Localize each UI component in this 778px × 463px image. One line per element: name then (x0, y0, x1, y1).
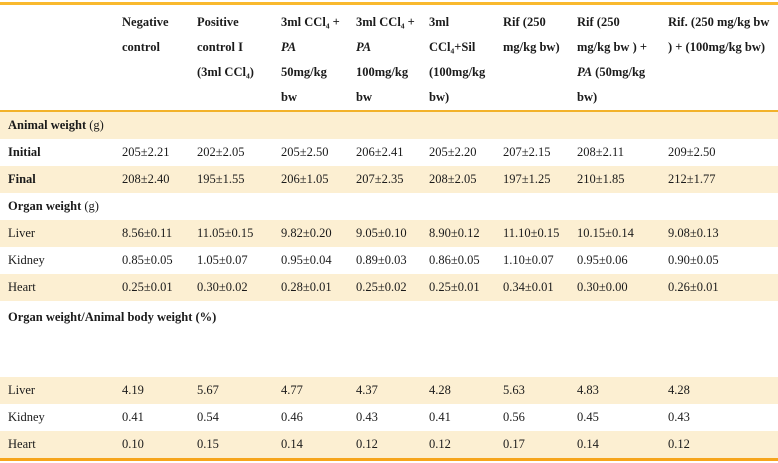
data-cell: 205±2.50 (281, 145, 329, 159)
data-cell: 0.12 (356, 437, 378, 451)
data-cell: 0.30±0.02 (197, 280, 248, 294)
row-label: Heart (8, 280, 36, 294)
column-header-rif: Rif (250 mg/kg bw) (495, 3, 569, 112)
data-cell: 4.83 (577, 383, 599, 397)
table-row-final: Final 208±2.40 195±1.55 206±1.05 207±2.3… (0, 166, 778, 193)
data-cell: 0.17 (503, 437, 525, 451)
data-cell: 0.43 (356, 410, 378, 424)
data-cell: 9.05±0.10 (356, 226, 407, 240)
table-header-row: Negative control Positive control I (3ml… (0, 3, 778, 112)
data-cell: 0.25±0.01 (429, 280, 480, 294)
data-cell: 0.56 (503, 410, 525, 424)
data-cell: 0.30±0.00 (577, 280, 628, 294)
data-cell: 207±2.15 (503, 145, 551, 159)
data-cell: 207±2.35 (356, 172, 404, 186)
data-cell: 205±2.20 (429, 145, 477, 159)
data-cell: 0.14 (577, 437, 599, 451)
data-cell: 0.95±0.04 (281, 253, 332, 267)
data-cell: 5.67 (197, 383, 219, 397)
table-row-liver-pct: Liver 4.19 5.67 4.77 4.37 4.28 5.63 4.83… (0, 377, 778, 404)
column-header-rif-100: Rif. (250 mg/kg bw ) + (100mg/kg bw) (660, 3, 778, 112)
row-label: Heart (8, 437, 36, 451)
data-cell: 1.10±0.07 (503, 253, 554, 267)
table-row-initial: Initial 205±2.21 202±2.05 205±2.50 206±2… (0, 139, 778, 166)
data-cell: 0.26±0.01 (668, 280, 719, 294)
section-row-organ-weight: Organ weight (g) (0, 193, 778, 220)
row-label: Kidney (8, 410, 45, 424)
data-cell: 0.25±0.01 (122, 280, 173, 294)
row-label: Initial (8, 145, 41, 159)
data-cell: 208±2.11 (577, 145, 625, 159)
row-label: Final (8, 172, 36, 186)
row-label: Liver (8, 226, 36, 240)
table-row-kidney-g: Kidney 0.85±0.05 1.05±0.07 0.95±0.04 0.8… (0, 247, 778, 274)
row-label: Kidney (8, 253, 45, 267)
section-row-organ-body-ratio: Organ weight/Animal body weight (%) (0, 301, 778, 377)
data-cell: 0.41 (429, 410, 451, 424)
section-label: Organ weight/Animal body weight (%) (8, 310, 217, 324)
data-cell: 0.10 (122, 437, 144, 451)
data-cell: 5.63 (503, 383, 525, 397)
data-cell: 195±1.55 (197, 172, 245, 186)
data-cell: 0.34±0.01 (503, 280, 554, 294)
data-cell: 4.28 (668, 383, 690, 397)
data-cell: 209±2.50 (668, 145, 716, 159)
data-cell: 11.10±0.15 (503, 226, 560, 240)
data-cell: 0.46 (281, 410, 303, 424)
data-cell: 0.54 (197, 410, 219, 424)
data-cell: 0.25±0.02 (356, 280, 407, 294)
column-header-positive-control: Positive control I (3ml CCl₄) (189, 3, 273, 112)
table-row-heart-pct: Heart 0.10 0.15 0.14 0.12 0.12 0.17 0.14… (0, 431, 778, 460)
column-header-rif-pa50: Rif (250 mg/kg bw ) + PA (50mg/kg bw) (569, 3, 660, 112)
data-cell: 1.05±0.07 (197, 253, 248, 267)
data-cell: 0.85±0.05 (122, 253, 173, 267)
section-row-animal-weight: Animal weight (g) (0, 111, 778, 139)
data-cell: 210±1.85 (577, 172, 625, 186)
column-header-empty (0, 3, 114, 112)
data-cell: 11.05±0.15 (197, 226, 254, 240)
section-label: Animal weight (g) (8, 118, 104, 132)
data-cell: 0.15 (197, 437, 219, 451)
data-cell: 0.95±0.06 (577, 253, 628, 267)
data-cell: 0.86±0.05 (429, 253, 480, 267)
table-row-liver-g: Liver 8.56±0.11 11.05±0.15 9.82±0.20 9.0… (0, 220, 778, 247)
column-header-negative-control: Negative control (114, 3, 189, 112)
data-cell: 0.90±0.05 (668, 253, 719, 267)
data-cell: 208±2.05 (429, 172, 477, 186)
data-cell: 197±1.25 (503, 172, 551, 186)
data-cell: 4.37 (356, 383, 378, 397)
data-cell: 206±2.41 (356, 145, 404, 159)
column-header-ccl4-pa100: 3ml CCl₄ + PA 100mg/kg bw (348, 3, 421, 112)
data-cell: 0.41 (122, 410, 144, 424)
column-header-ccl4-pa50: 3ml CCl₄ + PA 50mg/kg bw (273, 3, 348, 112)
data-cell: 202±2.05 (197, 145, 245, 159)
data-cell: 0.14 (281, 437, 303, 451)
data-cell: 208±2.40 (122, 172, 170, 186)
data-cell: 9.08±0.13 (668, 226, 719, 240)
data-cell: 9.82±0.20 (281, 226, 332, 240)
data-cell: 0.45 (577, 410, 599, 424)
table-row-heart-g: Heart 0.25±0.01 0.30±0.02 0.28±0.01 0.25… (0, 274, 778, 301)
row-label: Liver (8, 383, 36, 397)
column-header-ccl4-sil: 3ml CCl₄+Sil (100mg/kg bw) (421, 3, 495, 112)
data-cell: 0.12 (429, 437, 451, 451)
data-cell: 0.12 (668, 437, 690, 451)
data-cell: 212±1.77 (668, 172, 716, 186)
data-cell: 8.56±0.11 (122, 226, 173, 240)
section-label: Organ weight (g) (8, 199, 99, 213)
data-cell: 0.43 (668, 410, 690, 424)
data-cell: 8.90±0.12 (429, 226, 480, 240)
data-cell: 4.77 (281, 383, 303, 397)
data-cell: 4.28 (429, 383, 451, 397)
table-row-kidney-pct: Kidney 0.41 0.54 0.46 0.43 0.41 0.56 0.4… (0, 404, 778, 431)
data-cell: 10.15±0.14 (577, 226, 634, 240)
data-cell: 4.19 (122, 383, 144, 397)
data-cell: 206±1.05 (281, 172, 329, 186)
data-cell: 0.89±0.03 (356, 253, 407, 267)
data-cell: 205±2.21 (122, 145, 170, 159)
data-cell: 0.28±0.01 (281, 280, 332, 294)
